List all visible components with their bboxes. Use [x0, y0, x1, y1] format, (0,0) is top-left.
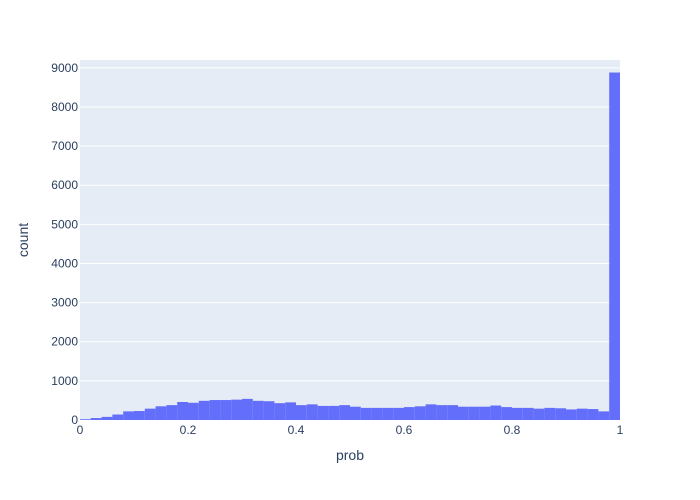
histogram-bar [382, 407, 394, 420]
x-tick-label: 0.4 [288, 423, 305, 437]
y-tick-label: 9000 [51, 61, 78, 75]
y-tick-label: 7000 [51, 139, 78, 153]
histogram-bar [285, 402, 296, 420]
x-tick-label: 0.2 [180, 423, 197, 437]
histogram-bar [134, 411, 145, 420]
histogram-bar [209, 400, 221, 420]
bars [80, 72, 620, 421]
y-tick-label: 2000 [51, 335, 78, 349]
y-gridlines [80, 67, 620, 382]
histogram-bar [436, 405, 448, 420]
histogram-bar [566, 409, 577, 420]
histogram-bar [393, 407, 404, 420]
x-tick-label: 0.6 [396, 423, 413, 437]
histogram-bar [296, 405, 307, 420]
histogram-bar [80, 419, 91, 420]
x-axis-ticks: 0 0.2 0.4 0.6 0.8 1 [77, 423, 624, 437]
histogram-bar [522, 407, 534, 420]
y-tick-label: 3000 [51, 296, 78, 310]
histogram-bar [609, 72, 620, 421]
histogram-bar [512, 407, 523, 420]
histogram-bar [587, 409, 599, 420]
histogram-bar [90, 418, 102, 420]
histogram-bar [360, 407, 372, 420]
histogram-bar [490, 405, 502, 420]
y-tick-label: 1000 [51, 374, 78, 388]
histogram-bar [155, 406, 167, 420]
plot-area [80, 60, 620, 420]
y-tick-label: 6000 [51, 178, 78, 192]
histogram-bar [555, 408, 566, 420]
y-tick-label: 5000 [51, 217, 78, 231]
histogram-bar [112, 414, 124, 420]
histogram-bar [544, 407, 556, 420]
histogram-bar [188, 402, 199, 420]
histogram-bar [166, 405, 178, 420]
histogram-bar [533, 408, 545, 420]
histogram-bar [479, 406, 491, 420]
histogram-bar [220, 400, 232, 420]
x-axis-title: prob [336, 447, 364, 463]
histogram-bar [317, 405, 329, 420]
x-tick-label: 1 [617, 423, 624, 437]
histogram-bar [144, 408, 156, 420]
histogram-bar [404, 407, 415, 420]
histogram-bar [350, 406, 361, 420]
histogram-bar [468, 406, 480, 420]
histogram-bar [339, 405, 350, 420]
x-tick-label: 0 [77, 423, 84, 437]
histogram-bar [177, 402, 188, 420]
histogram-bar [231, 399, 242, 420]
x-tick-label: 0.8 [504, 423, 521, 437]
y-tick-label: 8000 [51, 100, 78, 114]
histogram-bar [576, 408, 588, 420]
histogram-bar [198, 400, 210, 420]
histogram-bar [252, 400, 264, 420]
histogram-bar [306, 404, 318, 420]
histogram-bar [501, 407, 512, 420]
histogram-bar [123, 411, 134, 420]
histogram-bar [425, 404, 437, 420]
histogram-bar [101, 416, 113, 420]
y-tick-label: 0 [71, 413, 78, 427]
histogram-bar [328, 405, 340, 420]
y-axis-title: count [15, 223, 31, 257]
histogram-bar [414, 406, 426, 420]
histogram-bar [274, 403, 286, 420]
histogram-bar [598, 411, 610, 420]
histogram-bar [447, 405, 458, 420]
histogram-bar [371, 407, 383, 420]
y-tick-label: 4000 [51, 256, 78, 270]
y-axis-ticks: 0 1000 2000 3000 4000 5000 6000 7000 8000 9000 [51, 61, 78, 427]
histogram-bar [263, 401, 275, 420]
histogram-bar [458, 406, 469, 420]
histogram-bar [242, 398, 253, 420]
